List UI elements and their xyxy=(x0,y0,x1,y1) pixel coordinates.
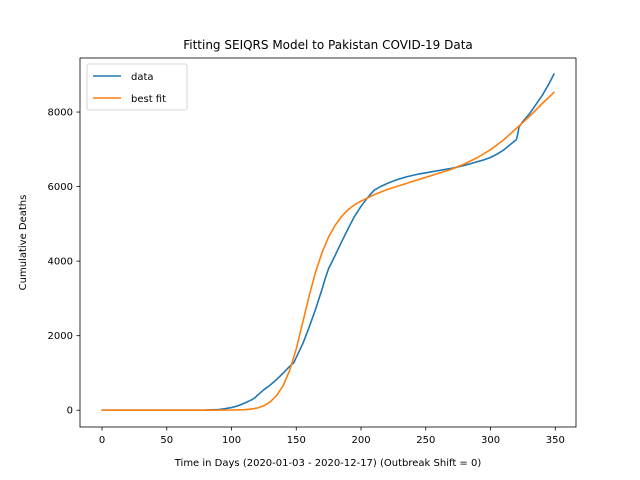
y-tick-label: 0 xyxy=(67,406,73,417)
y-tick-label: 2000 xyxy=(48,331,73,342)
y-tick-label: 6000 xyxy=(48,182,73,193)
x-tick-label: 300 xyxy=(481,435,500,446)
y-axis-label: Cumulative Deaths xyxy=(18,195,29,291)
x-tick-label: 0 xyxy=(99,435,105,446)
x-axis-label: Time in Days (2020-01-03 - 2020-12-17) (… xyxy=(174,458,482,469)
y-tick-label: 4000 xyxy=(48,257,73,268)
series-line-data xyxy=(101,73,555,412)
x-axis-ticks: 0 50 100 150 200 250 300 350 xyxy=(99,427,565,446)
x-tick-label: 100 xyxy=(222,435,241,446)
legend-label: best fit xyxy=(131,94,166,105)
axes-frame xyxy=(79,57,577,428)
legend-label: data xyxy=(131,72,154,83)
series-line-best-fit xyxy=(101,91,555,412)
x-tick-label: 200 xyxy=(351,435,370,446)
x-tick-label: 150 xyxy=(287,435,306,446)
y-axis-ticks: 0 2000 4000 6000 8000 xyxy=(48,108,80,417)
y-tick-label: 8000 xyxy=(48,108,73,119)
chart-title: Fitting SEIQRS Model to Pakistan COVID-1… xyxy=(183,38,473,52)
x-tick-label: 50 xyxy=(160,435,173,446)
legend: data best fit xyxy=(86,63,188,111)
x-tick-label: 350 xyxy=(546,435,565,446)
x-tick-label: 250 xyxy=(416,435,435,446)
series-lines xyxy=(101,73,555,412)
